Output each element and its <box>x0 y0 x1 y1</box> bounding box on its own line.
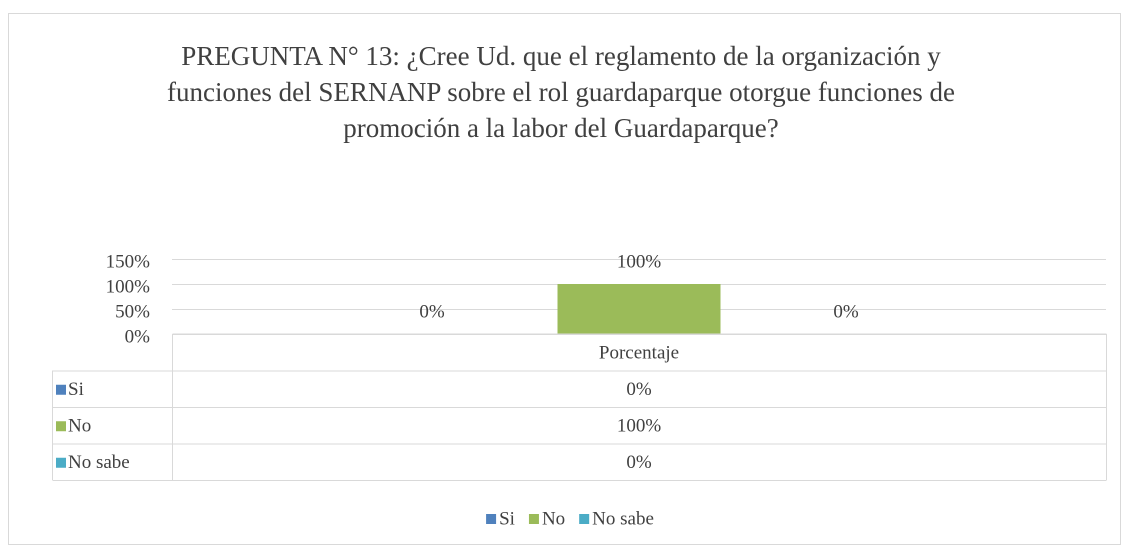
legend-key <box>56 457 66 468</box>
legend-label: No <box>542 508 565 529</box>
legend-key <box>56 384 66 395</box>
table-row-label: No <box>68 416 91 437</box>
table-cell: 0% <box>626 452 652 473</box>
bar <box>557 284 721 334</box>
data-label: 100% <box>617 251 662 272</box>
legend-label: No sabe <box>592 508 654 529</box>
data-label: 0% <box>833 301 859 322</box>
table-row-label: Si <box>68 379 84 400</box>
table-row-label: No sabe <box>68 452 130 473</box>
y-tick-label: 0% <box>125 326 151 347</box>
table-cell: 0% <box>626 379 652 400</box>
y-tick-label: 100% <box>106 276 151 297</box>
legend-key <box>579 514 590 524</box>
legend-key <box>486 514 497 524</box>
chart-border <box>8 13 1121 545</box>
data-label: 0% <box>419 301 445 322</box>
y-tick-label: 150% <box>106 251 151 272</box>
legend-key <box>528 514 539 524</box>
legend-key <box>56 421 66 432</box>
legend-label: Si <box>499 508 515 529</box>
table-cell: 100% <box>617 416 662 437</box>
chart-title: PREGUNTA N° 13: ¿Cree Ud. que el reglame… <box>166 41 956 143</box>
y-tick-label: 50% <box>115 301 150 322</box>
table-header: Porcentaje <box>599 343 679 364</box>
